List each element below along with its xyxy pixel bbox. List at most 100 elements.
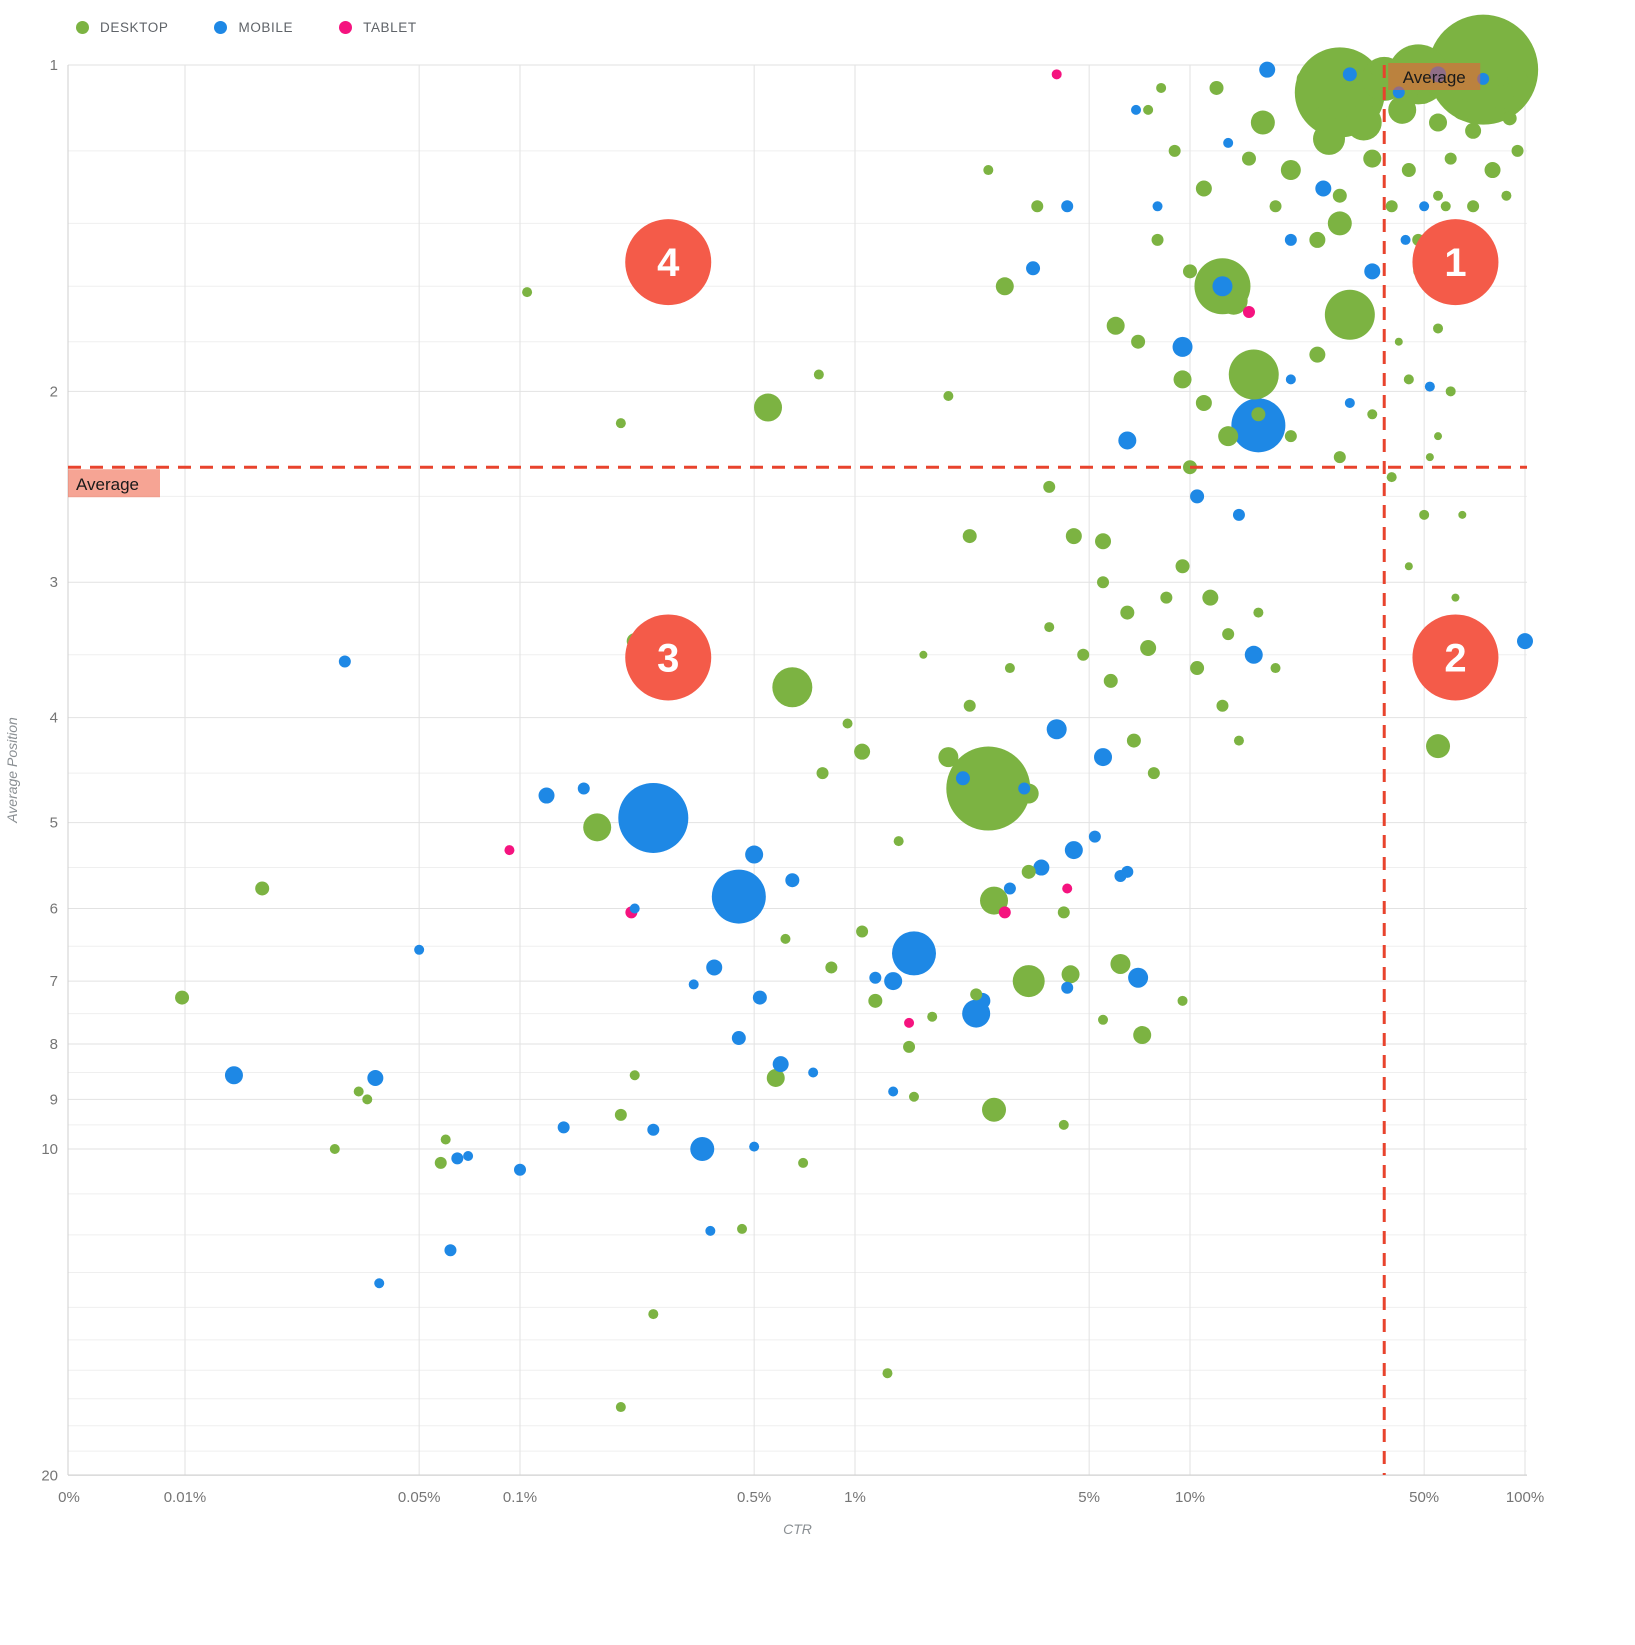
bubble-desktop[interactable] — [1120, 605, 1135, 620]
bubble-desktop[interactable] — [1004, 663, 1015, 674]
bubble-mobile[interactable] — [688, 979, 699, 990]
bubble-mobile[interactable] — [731, 1031, 746, 1046]
bubble-desktop[interactable] — [1241, 151, 1256, 166]
bubble-desktop[interactable] — [1251, 407, 1266, 422]
bubble-desktop[interactable] — [842, 718, 853, 729]
bubble-desktop[interactable] — [614, 1108, 627, 1121]
bubble-mobile[interactable] — [955, 771, 970, 786]
bubble-tablet[interactable] — [998, 906, 1011, 919]
bubble-desktop[interactable] — [1202, 589, 1219, 606]
bubble-mobile[interactable] — [1212, 276, 1233, 297]
bubble-desktop[interactable] — [980, 886, 1009, 915]
bubble-mobile[interactable] — [367, 1069, 384, 1086]
bubble-desktop[interactable] — [434, 1156, 447, 1169]
bubble-desktop[interactable] — [1143, 104, 1154, 115]
bubble-mobile[interactable] — [1232, 508, 1245, 521]
bubble-desktop[interactable] — [329, 1144, 340, 1154]
bubble-desktop[interactable] — [1484, 162, 1501, 179]
bubble-desktop[interactable] — [1401, 163, 1416, 178]
bubble-desktop[interactable] — [1043, 480, 1056, 493]
bubble-mobile[interactable] — [888, 1086, 899, 1097]
bubble-mobile[interactable] — [444, 1244, 457, 1257]
bubble-mobile[interactable] — [1026, 261, 1041, 276]
bubble-mobile[interactable] — [711, 869, 766, 924]
bubble-desktop[interactable] — [1403, 374, 1414, 385]
bubble-mobile[interactable] — [414, 944, 425, 955]
bubble-mobile[interactable] — [1244, 645, 1263, 664]
bubble-desktop[interactable] — [1156, 82, 1167, 93]
bubble-desktop[interactable] — [868, 993, 883, 1008]
bubble-desktop[interactable] — [754, 393, 783, 422]
bubble-desktop[interactable] — [1467, 200, 1480, 213]
bubble-mobile[interactable] — [1190, 489, 1205, 504]
bubble-desktop[interactable] — [1429, 113, 1448, 132]
bubble-desktop[interactable] — [1385, 200, 1398, 213]
bubble-mobile[interactable] — [1064, 841, 1083, 860]
bubble-desktop[interactable] — [1103, 673, 1118, 688]
bubble-mobile[interactable] — [451, 1152, 464, 1165]
bubble-desktop[interactable] — [1228, 349, 1279, 400]
bubble-desktop[interactable] — [963, 699, 976, 712]
bubble-desktop[interactable] — [772, 667, 813, 708]
bubble-mobile[interactable] — [1094, 748, 1113, 767]
bubble-mobile[interactable] — [338, 655, 351, 668]
bubble-desktop[interactable] — [1440, 201, 1451, 212]
bubble-mobile[interactable] — [538, 787, 555, 804]
bubble-desktop[interactable] — [1133, 1026, 1152, 1045]
bubble-desktop[interactable] — [919, 650, 928, 659]
bubble-tablet[interactable] — [504, 845, 515, 856]
bubble-desktop[interactable] — [1309, 231, 1326, 248]
bubble-desktop[interactable] — [1507, 68, 1528, 89]
bubble-desktop[interactable] — [1452, 99, 1473, 120]
bubble-mobile[interactable] — [463, 1151, 474, 1162]
bubble-mobile[interactable] — [1118, 431, 1137, 450]
bubble-desktop[interactable] — [1190, 661, 1205, 676]
bubble-mobile[interactable] — [1364, 263, 1381, 280]
bubble-desktop[interactable] — [1253, 607, 1264, 618]
bubble-mobile[interactable] — [1061, 981, 1074, 994]
bubble-desktop[interactable] — [970, 988, 983, 1001]
bubble-desktop[interactable] — [1345, 104, 1382, 141]
bubble-desktop[interactable] — [780, 933, 791, 944]
bubble-mobile[interactable] — [647, 1123, 660, 1136]
bubble-desktop[interactable] — [1110, 953, 1131, 974]
bubble-mobile[interactable] — [1131, 104, 1142, 115]
bubble-desktop[interactable] — [737, 1223, 748, 1234]
bubble-desktop[interactable] — [943, 391, 954, 402]
bubble-mobile[interactable] — [1419, 201, 1430, 212]
bubble-desktop[interactable] — [1195, 394, 1212, 411]
bubble-mobile[interactable] — [618, 782, 689, 853]
bubble-desktop[interactable] — [1140, 639, 1157, 656]
bubble-mobile[interactable] — [629, 903, 640, 914]
bubble-desktop[interactable] — [1388, 95, 1417, 124]
bubble-desktop[interactable] — [1296, 70, 1313, 87]
bubble-mobile[interactable] — [772, 1056, 789, 1073]
bubble-desktop[interactable] — [893, 836, 904, 847]
bubble-mobile[interactable] — [1259, 61, 1276, 78]
bubble-mobile[interactable] — [884, 972, 903, 991]
bubble-desktop[interactable] — [522, 287, 533, 298]
bubble-desktop[interactable] — [362, 1094, 373, 1105]
bubble-mobile[interactable] — [514, 1163, 526, 1176]
legend-item-mobile[interactable]: MOBILE — [214, 20, 293, 35]
bubble-mobile[interactable] — [1172, 336, 1193, 357]
bubble-mobile[interactable] — [1033, 859, 1050, 876]
bubble-desktop[interactable] — [1126, 733, 1141, 748]
bubble-desktop[interactable] — [1077, 648, 1090, 661]
bubble-mobile[interactable] — [1424, 381, 1435, 392]
bubble-desktop[interactable] — [1404, 562, 1413, 571]
bubble-tablet[interactable] — [904, 1017, 915, 1028]
bubble-mobile[interactable] — [808, 1067, 819, 1078]
bubble-desktop[interactable] — [1370, 63, 1383, 76]
bubble-desktop[interactable] — [1173, 370, 1192, 389]
bubble-desktop[interactable] — [813, 369, 824, 380]
bubble-desktop[interactable] — [982, 1097, 1007, 1122]
legend-item-desktop[interactable]: DESKTOP — [76, 20, 168, 35]
bubble-desktop[interactable] — [1252, 112, 1265, 125]
bubble-desktop[interactable] — [615, 1402, 626, 1413]
bubble-desktop[interactable] — [1465, 122, 1482, 139]
bubble-desktop[interactable] — [1419, 509, 1430, 520]
bubble-tablet[interactable] — [1062, 883, 1073, 894]
bubble-desktop[interactable] — [1098, 1014, 1109, 1025]
bubble-mobile[interactable] — [690, 1137, 715, 1161]
